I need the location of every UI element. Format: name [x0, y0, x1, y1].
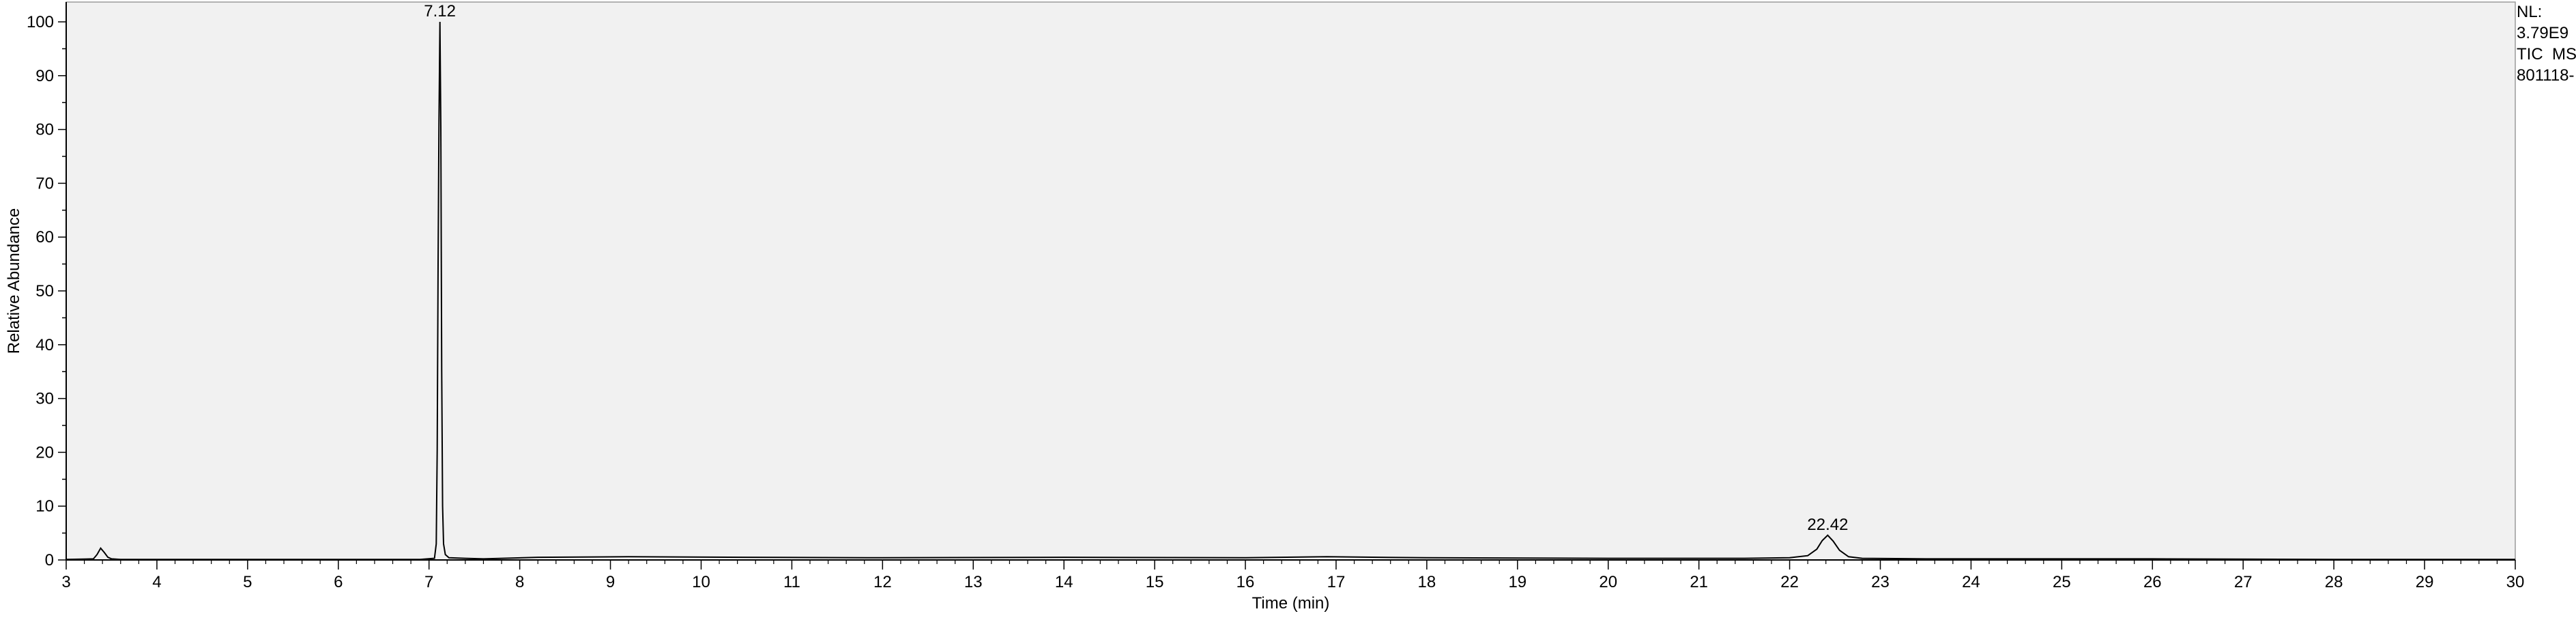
y-tick-label: 20 — [35, 443, 54, 462]
y-tick-label: 30 — [35, 390, 54, 408]
y-tick-label: 40 — [35, 336, 54, 354]
y-tick-label: 60 — [35, 228, 54, 247]
x-tick-label: 16 — [1236, 573, 1255, 591]
x-tick-label: 10 — [692, 573, 710, 591]
x-tick-label: 24 — [1962, 573, 1980, 591]
y-tick-label: 50 — [35, 282, 54, 300]
x-tick-label: 11 — [783, 573, 800, 591]
trace-type: TIC MS — [2517, 45, 2576, 64]
x-axis-title: Time (min) — [1252, 594, 1330, 613]
x-tick-label: 18 — [1418, 573, 1436, 591]
x-tick-label: 26 — [2143, 573, 2162, 591]
y-tick-label: 80 — [35, 121, 54, 139]
x-tick-label: 27 — [2234, 573, 2253, 591]
trace-info: NL: 3.79E9 TIC MS 801118- — [2517, 1, 2576, 86]
x-tick-label: 9 — [606, 573, 615, 591]
y-tick-label: 10 — [35, 497, 54, 516]
x-tick-label: 29 — [2416, 573, 2434, 591]
x-tick-label: 17 — [1327, 573, 1346, 591]
y-tick-label: 100 — [27, 13, 54, 31]
nl-value: 3.79E9 — [2517, 24, 2569, 42]
y-axis-title: Relative Abundance — [5, 208, 23, 354]
x-tick-label: 8 — [515, 573, 524, 591]
x-tick-label: 13 — [964, 573, 983, 591]
y-tick-label: 90 — [35, 67, 54, 85]
x-tick-label: 6 — [334, 573, 343, 591]
plot-area — [66, 1, 2516, 561]
axes-layer — [58, 2, 2516, 570]
x-tick-label: 23 — [1871, 573, 1890, 591]
y-tick-label: 0 — [45, 551, 54, 570]
x-tick-label: 25 — [2053, 573, 2071, 591]
file-name: 801118- — [2517, 66, 2575, 85]
peak-label: 7.12 — [424, 2, 456, 20]
x-tick-label: 30 — [2506, 573, 2525, 591]
x-tick-label: 28 — [2325, 573, 2343, 591]
x-tick-label: 5 — [243, 573, 252, 591]
peak-label: 22.42 — [1807, 516, 1848, 534]
y-tick-label: 70 — [35, 174, 54, 193]
x-tick-label: 20 — [1599, 573, 1617, 591]
x-tick-label: 22 — [1780, 573, 1799, 591]
x-tick-label: 14 — [1055, 573, 1073, 591]
nl-label: NL: — [2517, 3, 2543, 21]
labels-layer: 3 4 5 6 7 8 9 10 11 12 13 14 15 16 17 18 19 20 21 22 23 24 25 2… — [27, 2, 2524, 591]
x-tick-label: 7 — [424, 573, 433, 591]
x-tick-label: 19 — [1508, 573, 1526, 591]
x-tick-label: 15 — [1146, 573, 1164, 591]
x-tick-label: 4 — [152, 573, 161, 591]
x-tick-label: 21 — [1690, 573, 1708, 591]
x-tick-label: 12 — [873, 573, 892, 591]
x-tick-label: 3 — [61, 573, 70, 591]
